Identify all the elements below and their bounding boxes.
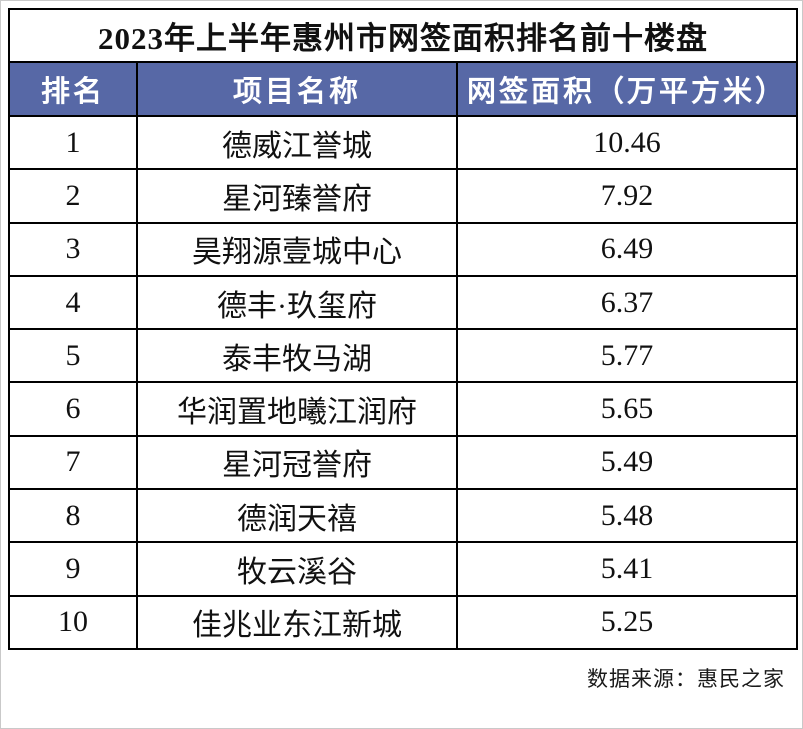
- rank-cell: 1: [8, 114, 138, 171]
- footer: 数据来源：惠民之家: [8, 650, 795, 706]
- area-cell: 5.65: [456, 381, 798, 437]
- rank-cell: 2: [8, 168, 138, 224]
- table-row: 1 德威江誉城 10.46: [8, 114, 798, 171]
- table-row: 9 牧云溪谷 5.41: [8, 541, 798, 597]
- column-header-rank: 排名: [8, 61, 138, 117]
- area-cell: 7.92: [456, 168, 798, 224]
- project-name-cell: 佳兆业东江新城: [136, 594, 458, 650]
- table-row: 5 泰丰牧马湖 5.77: [8, 328, 798, 384]
- area-cell: 6.49: [456, 221, 798, 277]
- area-cell: 5.77: [456, 328, 798, 384]
- table-title: 2023年上半年惠州市网签面积排名前十楼盘: [8, 8, 798, 63]
- area-cell: 5.49: [456, 434, 798, 491]
- ranking-table: 2023年上半年惠州市网签面积排名前十楼盘 排名 项目名称 网签面积（万平方米）…: [8, 8, 798, 650]
- area-cell: 5.25: [456, 594, 798, 650]
- project-name-cell: 牧云溪谷: [136, 541, 458, 597]
- project-name-cell: 泰丰牧马湖: [136, 328, 458, 384]
- rank-cell: 3: [8, 221, 138, 277]
- rank-cell: 6: [8, 381, 138, 437]
- project-name-cell: 华润置地曦江润府: [136, 381, 458, 437]
- project-name-cell: 昊翔源壹城中心: [136, 221, 458, 277]
- title-row: 2023年上半年惠州市网签面积排名前十楼盘: [8, 8, 798, 63]
- table-row: 8 德润天禧 5.48: [8, 488, 798, 544]
- table-row: 7 星河冠誉府 5.49: [8, 434, 798, 491]
- rank-cell: 8: [8, 488, 138, 544]
- project-name-cell: 德威江誉城: [136, 114, 458, 171]
- rank-cell: 7: [8, 434, 138, 491]
- area-cell: 5.48: [456, 488, 798, 544]
- table-row: 6 华润置地曦江润府 5.65: [8, 381, 798, 437]
- area-cell: 5.41: [456, 541, 798, 597]
- column-header-project-name: 项目名称: [136, 61, 458, 117]
- table-row: 2 星河臻誉府 7.92: [8, 168, 798, 224]
- area-cell: 10.46: [456, 114, 798, 171]
- rank-cell: 9: [8, 541, 138, 597]
- project-name-cell: 星河臻誉府: [136, 168, 458, 224]
- table-row: 10 佳兆业东江新城 5.25: [8, 594, 798, 650]
- rank-cell: 10: [8, 594, 138, 650]
- project-name-cell: 德丰·玖玺府: [136, 274, 458, 331]
- table-row: 3 昊翔源壹城中心 6.49: [8, 221, 798, 277]
- rank-cell: 5: [8, 328, 138, 384]
- project-name-cell: 星河冠誉府: [136, 434, 458, 491]
- column-header-area: 网签面积（万平方米）: [456, 61, 798, 117]
- table-row: 4 德丰·玖玺府 6.37: [8, 274, 798, 331]
- data-source-label: 数据来源：惠民之家: [587, 666, 785, 691]
- table-head: 2023年上半年惠州市网签面积排名前十楼盘 排名 项目名称 网签面积（万平方米）: [8, 8, 798, 117]
- header-row: 排名 项目名称 网签面积（万平方米）: [8, 61, 798, 117]
- rank-cell: 4: [8, 274, 138, 331]
- project-name-cell: 德润天禧: [136, 488, 458, 544]
- area-cell: 6.37: [456, 274, 798, 331]
- table-body: 1 德威江誉城 10.46 2 星河臻誉府 7.92 3 昊翔源壹城中心 6.4…: [8, 114, 798, 650]
